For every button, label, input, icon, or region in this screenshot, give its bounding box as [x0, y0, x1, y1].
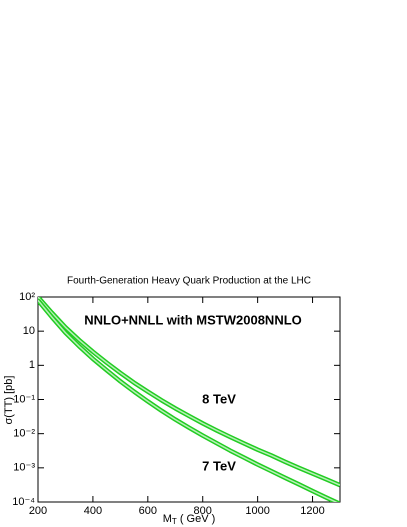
x-tick-label: 400 — [84, 505, 102, 517]
annotation: 8 TeV — [202, 391, 236, 406]
y-tick-label: 10⁻² — [13, 428, 35, 440]
y-tick-label: 10⁻³ — [13, 462, 35, 474]
y-tick-label: 10 — [23, 325, 35, 337]
series-band-core — [38, 299, 338, 502]
series-band — [38, 298, 340, 502]
annotation: 7 TeV — [202, 458, 236, 473]
x-tick-label: 600 — [139, 505, 157, 517]
plot-area — [38, 297, 340, 502]
x-tick-label: 800 — [194, 505, 212, 517]
x-tick-label: 1200 — [300, 505, 324, 517]
x-axis-label: MT ( GeV ) — [163, 513, 216, 526]
y-tick-label: 10⁻⁴ — [12, 496, 35, 508]
y-axis-label: σ(TT) [pb] — [3, 376, 15, 425]
plot-frame — [37, 296, 341, 503]
chart-title: Fourth-Generation Heavy Quark Production… — [67, 276, 311, 287]
x-tick-label: 200 — [29, 505, 47, 517]
annotation: NNLO+NNLL with MSTW2008NNLO — [84, 312, 302, 327]
series-band-core — [38, 297, 340, 486]
y-tick-label: 10² — [19, 291, 35, 303]
y-tick-label: 1 — [29, 359, 35, 371]
y-tick-label: 10⁻¹ — [13, 393, 35, 405]
x-tick-label: 1000 — [245, 505, 269, 517]
